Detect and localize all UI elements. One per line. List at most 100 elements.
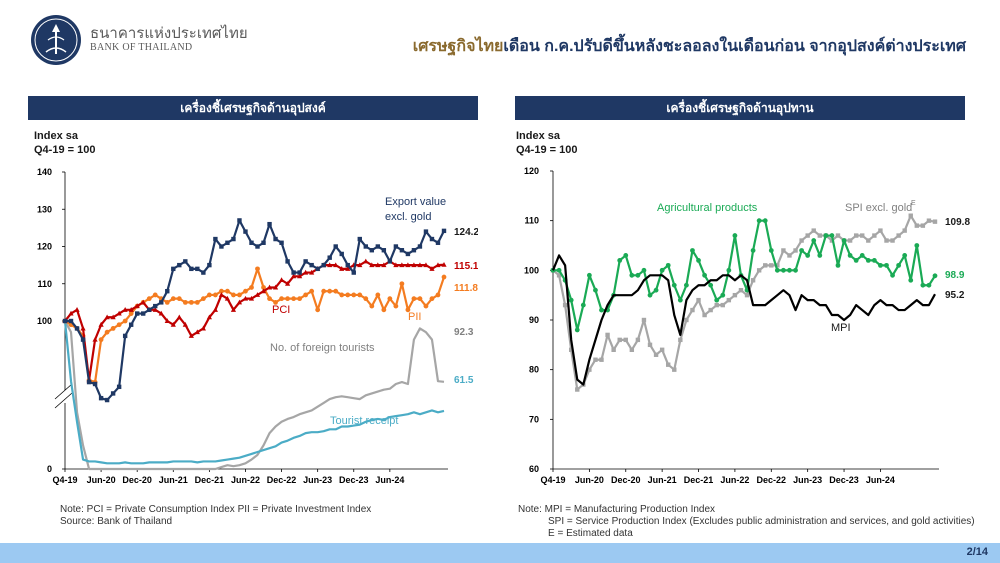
spi-excl-gold-point-39: [787, 253, 792, 258]
export-value-excl-gold-point-60: [423, 229, 429, 234]
agricultural-products-point-4: [574, 327, 580, 333]
export-value-excl-gold-point-40: [303, 259, 308, 264]
export-value-excl-gold-point-14: [147, 307, 152, 313]
export-value-excl-gold-point-44: [327, 255, 332, 260]
agricultural-products-point-60: [914, 243, 920, 248]
agricultural-products-point-41: [799, 248, 805, 253]
pci-point-24: [206, 314, 212, 320]
pci-point-53: [381, 262, 387, 268]
supply-panel-title: เครื่องชี้เศรษฐกิจด้านอุปทาน: [515, 96, 965, 120]
spi-excl-gold-point-23: [690, 307, 695, 313]
agricultural-products-point-29: [726, 267, 732, 273]
series-label-export-line2: excl. gold: [385, 211, 431, 223]
pii-point-63: [441, 274, 447, 280]
series-label-spi: SPI excl. gold: [845, 202, 912, 214]
agricultural-products-point-37: [774, 267, 780, 273]
pii-point-57: [405, 307, 411, 313]
pci-point-15: [152, 307, 158, 312]
supply-x-tick-label-1: Jun-20: [575, 475, 604, 485]
supply-note-mpi: Note: MPI = Manufacturing Production Ind…: [518, 504, 716, 515]
pii-point-21: [188, 299, 194, 305]
pii-point-28: [231, 292, 236, 298]
export-value-excl-gold-point-38: [291, 270, 296, 275]
pii-point-18: [170, 296, 176, 302]
pci-point-6: [98, 321, 104, 327]
agricultural-products-point-54: [878, 262, 883, 268]
pci-point-22: [194, 329, 200, 335]
agricultural-products-point-50: [853, 258, 859, 263]
export-value-excl-gold-point-58: [411, 248, 417, 253]
agricultural-products-point-46: [829, 233, 835, 238]
spi-excl-gold-point-35: [763, 263, 768, 268]
series-label-mpi: MPI: [831, 322, 851, 334]
spi-excl-gold-point-31: [738, 288, 744, 293]
spi-excl-gold-point-50: [853, 233, 859, 238]
pii-point-35: [273, 299, 278, 305]
agricultural-products-point-16: [647, 292, 653, 298]
pii-point-29: [237, 292, 242, 298]
spi-excl-gold-point-58: [902, 228, 907, 233]
pii-point-53: [381, 307, 387, 313]
pii-point-49: [357, 292, 363, 298]
pci-point-40: [303, 269, 309, 275]
pii-point-30: [243, 288, 248, 294]
spi-excl-gold-point-59: [908, 213, 913, 218]
spi-excl-gold-point-29: [726, 297, 732, 303]
bank-name-thai: ธนาคารแห่งประเทศไทย: [90, 24, 248, 42]
agricultural-products-point-48: [841, 238, 847, 243]
demand-indicators-chart: 0 100 110 120 130 140 Q4-19 Jun-20 Dec-20 Jun-21 D…: [37, 167, 478, 485]
supply-unit-line1: Index sa: [516, 130, 561, 142]
pci-point-5: [92, 336, 98, 342]
spi-excl-gold-point-12: [623, 337, 628, 343]
spi-excl-gold-point-60: [914, 223, 920, 228]
pci-point-49: [357, 262, 363, 268]
supply-x-tick-label-7: Jun-23: [793, 475, 822, 485]
agricultural-products-point-52: [865, 258, 871, 263]
no-of-foreign-tourists-end-label: 92.3: [454, 327, 474, 338]
agricultural-products-point-43: [811, 238, 817, 243]
export-value-excl-gold-point-36: [279, 240, 284, 245]
pii-point-22: [194, 299, 200, 305]
spi-excl-gold-point-16: [647, 342, 653, 348]
export-value-excl-gold-point-20: [183, 259, 188, 264]
export-value-excl-gold-point-4: [86, 379, 92, 385]
bank-of-thailand-logo-icon: [31, 15, 81, 65]
pci-point-26: [218, 292, 225, 297]
agricultural-products-point-63: [932, 273, 938, 279]
pii-point-31: [249, 285, 254, 290]
agricultural-products-point-33: [750, 248, 756, 253]
pci-point-7: [104, 314, 110, 320]
export-value-excl-gold-point-42: [315, 266, 320, 272]
pii-point-10: [122, 318, 128, 324]
demand-y-tick-label-4: 130: [37, 204, 52, 214]
export-value-excl-gold-point-3: [80, 337, 86, 342]
pii-point-59: [417, 296, 423, 302]
spi-excl-gold-point-21: [678, 337, 683, 343]
export-value-excl-gold-point-62: [435, 240, 441, 245]
export-value-excl-gold-point-27: [225, 240, 230, 245]
pii-point-25: [212, 292, 218, 298]
agricultural-products-point-6: [586, 272, 592, 278]
demand-x-tick-label-1: Jun-20: [87, 475, 116, 485]
pci-point-60: [423, 262, 429, 268]
agricultural-products-point-62: [926, 282, 932, 288]
page-number: 2/14: [966, 546, 988, 558]
export-value-excl-gold-point-51: [369, 248, 375, 253]
pii-point-36: [279, 296, 284, 302]
demand-x-tick-label-4: Dec-21: [195, 475, 225, 485]
spi-excl-gold-line: [552, 214, 936, 391]
export-value-excl-gold-point-37: [285, 259, 290, 264]
export-value-excl-gold-point-63: [441, 228, 447, 234]
spi-excl-gold-point-38: [781, 248, 786, 253]
spi-excl-gold-point-4: [575, 387, 580, 392]
pci-point-27: [224, 295, 231, 301]
supply-note-estimated: E = Estimated data: [548, 528, 633, 539]
pci-point-31: [248, 295, 255, 301]
demand-x-tick-label-2: Dec-20: [122, 475, 152, 485]
export-value-excl-gold-point-31: [249, 240, 254, 245]
pci-point-20: [182, 321, 188, 327]
supply-y-tick-label-4: 100: [524, 265, 539, 275]
agricultural-products-point-1: [556, 267, 562, 273]
pii-point-23: [200, 296, 206, 302]
agricultural-products-point-57: [896, 262, 902, 268]
